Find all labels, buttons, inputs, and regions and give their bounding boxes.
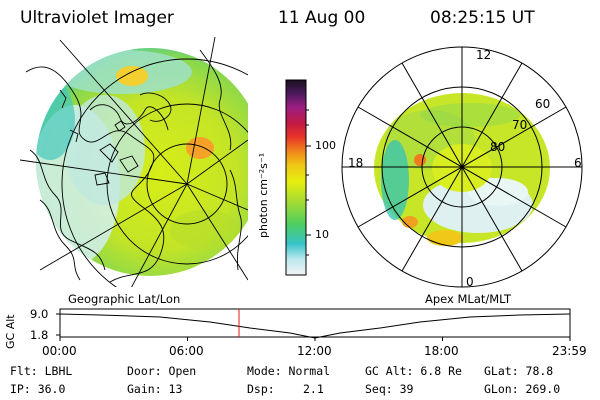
info-door: Door: Open [127,364,197,378]
timeline-plot [56,308,571,341]
info-glon: GLon: 269.0 [484,382,561,396]
info-glat: GLat: 78.8 [484,364,554,378]
colorbar-tick-10: 10 [315,228,329,241]
mlt-label-0: 0 [466,275,474,289]
coastlines [25,49,242,283]
colorbar-tick-100: 100 [315,139,336,152]
date-label: 11 Aug 00 [278,8,366,28]
lat-label-80: 80 [490,140,506,154]
timeline-xtick-1200: 12:00 [297,344,332,358]
info-ip: IP: 36.0 [10,382,66,396]
timeline-xtick-0600: 06:00 [169,344,204,358]
caption-geographic: Geographic Lat/Lon [68,292,181,306]
info-seq: Seq: 39 [365,382,414,396]
timeline-xtick-1800: 18:00 [424,344,459,358]
info-gc-alt: GC Alt: 6.8 Re [365,364,462,378]
timeline-ylabel: GC Alt [4,314,17,349]
colorbar-unit-label: photon cm⁻²s⁻¹ [257,152,270,238]
caption-apex: Apex MLat/MLT [425,292,512,306]
lat-label-60: 60 [535,97,551,111]
mlt-label-6: 6 [574,156,582,170]
timeline-ytick-1-8: 1.8 [30,328,49,342]
time-label: 08:25:15 UT [430,8,535,28]
polar-plot [341,46,583,288]
timeline-xtick-2359: 23:59 [552,344,587,358]
geographic-image [20,37,248,287]
instrument-title: Ultraviolet Imager [20,8,174,28]
info-dsp-label: Dsp: [247,382,275,396]
altitude-curve [59,313,571,339]
colorbar [285,79,311,276]
timeline-ytick-9: 9.0 [30,307,49,321]
lat-label-70: 70 [512,118,528,132]
info-filter: Flt: LBHL [10,364,73,378]
mlt-label-18: 18 [348,156,364,170]
geo-grid [20,37,248,287]
info-mode: Mode: Normal [247,364,331,378]
timeline-xtick-0000: 00:00 [42,344,77,358]
info-dsp-value: 2.1 [303,382,324,396]
info-gain: Gain: 13 [127,382,183,396]
mlt-label-12: 12 [476,48,492,62]
